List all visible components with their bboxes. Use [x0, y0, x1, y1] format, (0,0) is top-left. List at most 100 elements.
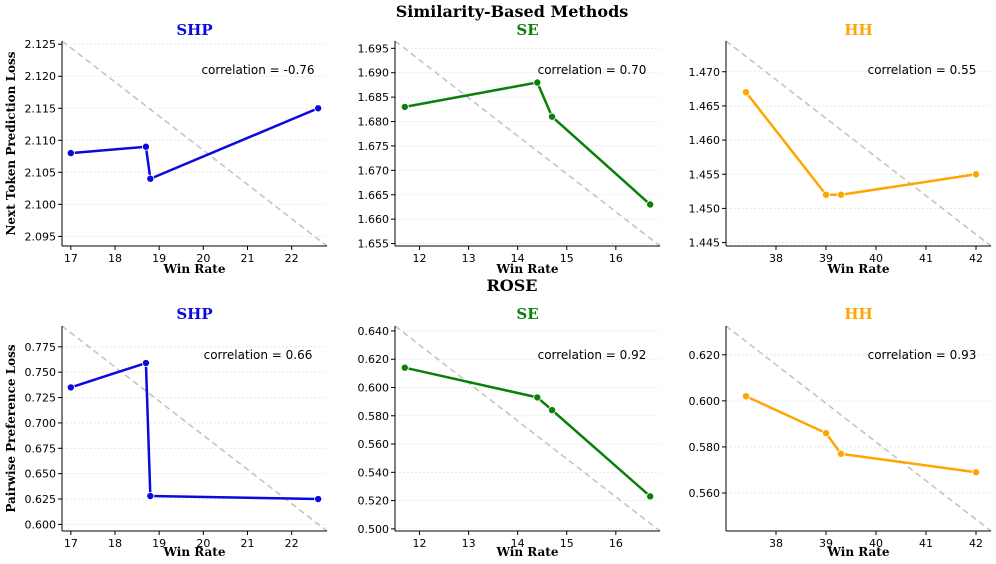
- x-tick-label: 14: [511, 537, 525, 550]
- data-point: [66, 149, 75, 158]
- x-tick-label: 16: [609, 252, 623, 265]
- x-tick-label: 20: [196, 537, 210, 550]
- x-axis-label: Win Rate: [827, 262, 890, 276]
- y-tick-label: 1.665: [358, 189, 390, 202]
- panel-title: SE: [516, 305, 538, 323]
- x-tick-label: 42: [969, 252, 983, 265]
- y-tick-label: 0.640: [358, 325, 390, 338]
- y-tick-label: 0.650: [25, 468, 57, 481]
- y-tick-label: 0.600: [689, 395, 721, 408]
- y-tick-label: 2.115: [25, 102, 57, 115]
- y-tick-label: 0.560: [689, 487, 721, 500]
- series-line: [745, 91, 977, 196]
- chart-0-0: 2.095 2.100 2.105 2.110 2.115 2.120 2.125 17 18 1…: [4, 21, 328, 276]
- y-tick-label: 2.100: [25, 198, 57, 211]
- y-tick-label: 0.620: [358, 353, 390, 366]
- correlation-annotation: correlation = 0.92: [538, 348, 647, 362]
- correlation-annotation: correlation = -0.76: [201, 63, 314, 77]
- y-tick-label: 0.625: [25, 493, 57, 506]
- data-point: [400, 102, 409, 111]
- y-tick-label: 1.690: [358, 67, 390, 80]
- data-point: [141, 142, 150, 151]
- data-point: [972, 468, 981, 477]
- x-tick-label: 38: [769, 537, 783, 550]
- x-tick-label: 40: [869, 537, 883, 550]
- section-title-rose: ROSE: [487, 276, 538, 295]
- series-line: [70, 361, 319, 501]
- data-point: [66, 383, 75, 392]
- series-line: [404, 81, 652, 206]
- data-point: [646, 200, 655, 209]
- data-point: [822, 429, 831, 438]
- data-point: [314, 495, 323, 504]
- panel-title: SHP: [176, 305, 212, 323]
- y-tick-label: 0.700: [25, 417, 57, 430]
- x-tick-label: 20: [196, 252, 210, 265]
- x-tick-label: 22: [285, 537, 299, 550]
- diagonal-reference-line: [61, 40, 328, 247]
- panel-title: SHP: [176, 21, 212, 39]
- x-tick-label: 19: [152, 252, 166, 265]
- y-tick-label: 1.660: [358, 213, 390, 226]
- x-tick-label: 15: [560, 537, 574, 550]
- x-tick-label: 12: [413, 537, 427, 550]
- x-tick-label: 15: [560, 252, 574, 265]
- y-tick-label: 0.500: [358, 523, 390, 536]
- data-point: [646, 492, 655, 501]
- data-point: [146, 174, 155, 183]
- y-tick-label: 1.670: [358, 164, 390, 177]
- y-tick-label: 2.120: [25, 70, 57, 83]
- data-point: [837, 190, 846, 199]
- data-point: [400, 363, 409, 372]
- panel-title: HH: [844, 305, 872, 323]
- data-point: [141, 359, 150, 368]
- correlation-annotation: correlation = 0.70: [538, 63, 647, 77]
- y-tick-label: 0.540: [358, 466, 390, 479]
- y-tick-label: 1.465: [689, 100, 721, 113]
- chart-0-2: 1.445 1.450 1.455 1.460 1.465 1.470 38 39 40 41 42…: [689, 21, 992, 276]
- data-point: [548, 406, 557, 415]
- y-tick-label: 0.675: [25, 442, 57, 455]
- x-tick-label: 17: [64, 252, 78, 265]
- y-tick-label: 2.125: [25, 38, 57, 51]
- diagonal-reference-line: [725, 325, 992, 532]
- x-tick-label: 42: [969, 537, 983, 550]
- y-tick-label: 1.695: [358, 42, 390, 55]
- chart-1-1: 0.500 0.520 0.540 0.560 0.580 0.600 0.620 0.640…: [358, 305, 661, 559]
- x-tick-label: 38: [769, 252, 783, 265]
- x-tick-label: 18: [108, 252, 122, 265]
- chart-panels: 2.095 2.100 2.105 2.110 2.115 2.120 2.125 17 18 1…: [4, 21, 992, 559]
- y-tick-label: 2.110: [25, 134, 57, 147]
- y-tick-label: 0.600: [358, 382, 390, 395]
- chart-1-2: 0.560 0.580 0.600 0.620 38 39 40 41 42 HH correlat…: [689, 305, 992, 559]
- x-tick-label: 13: [462, 537, 476, 550]
- y-tick-label: 0.620: [689, 349, 721, 362]
- data-point: [548, 112, 557, 121]
- y-tick-label: 2.105: [25, 166, 57, 179]
- y-tick-label: 0.725: [25, 392, 57, 405]
- series-line: [745, 395, 977, 474]
- y-tick-label: 1.685: [358, 91, 390, 104]
- series-line: [404, 366, 652, 498]
- data-point: [742, 392, 751, 401]
- section-title-similarity: Similarity-Based Methods: [396, 2, 629, 21]
- diagonal-reference-line: [394, 325, 661, 532]
- diagonal-reference-line: [61, 325, 328, 532]
- x-tick-label: 40: [869, 252, 883, 265]
- panel-title: SE: [516, 21, 538, 39]
- series-line: [70, 107, 319, 180]
- y-tick-label: 0.520: [358, 495, 390, 508]
- x-tick-label: 22: [285, 252, 299, 265]
- diagonal-reference-line: [725, 40, 992, 247]
- y-tick-label: 0.560: [358, 438, 390, 451]
- x-axis-label: Win Rate: [496, 262, 559, 276]
- y-tick-label: 1.455: [689, 168, 721, 181]
- y-tick-label: 1.450: [689, 202, 721, 215]
- x-axis-label: Win Rate: [163, 262, 226, 276]
- x-axis-label: Win Rate: [496, 545, 559, 559]
- y-tick-label: 1.470: [689, 66, 721, 79]
- x-tick-label: 19: [152, 537, 166, 550]
- x-tick-label: 39: [819, 537, 833, 550]
- y-tick-label: 2.095: [25, 230, 57, 243]
